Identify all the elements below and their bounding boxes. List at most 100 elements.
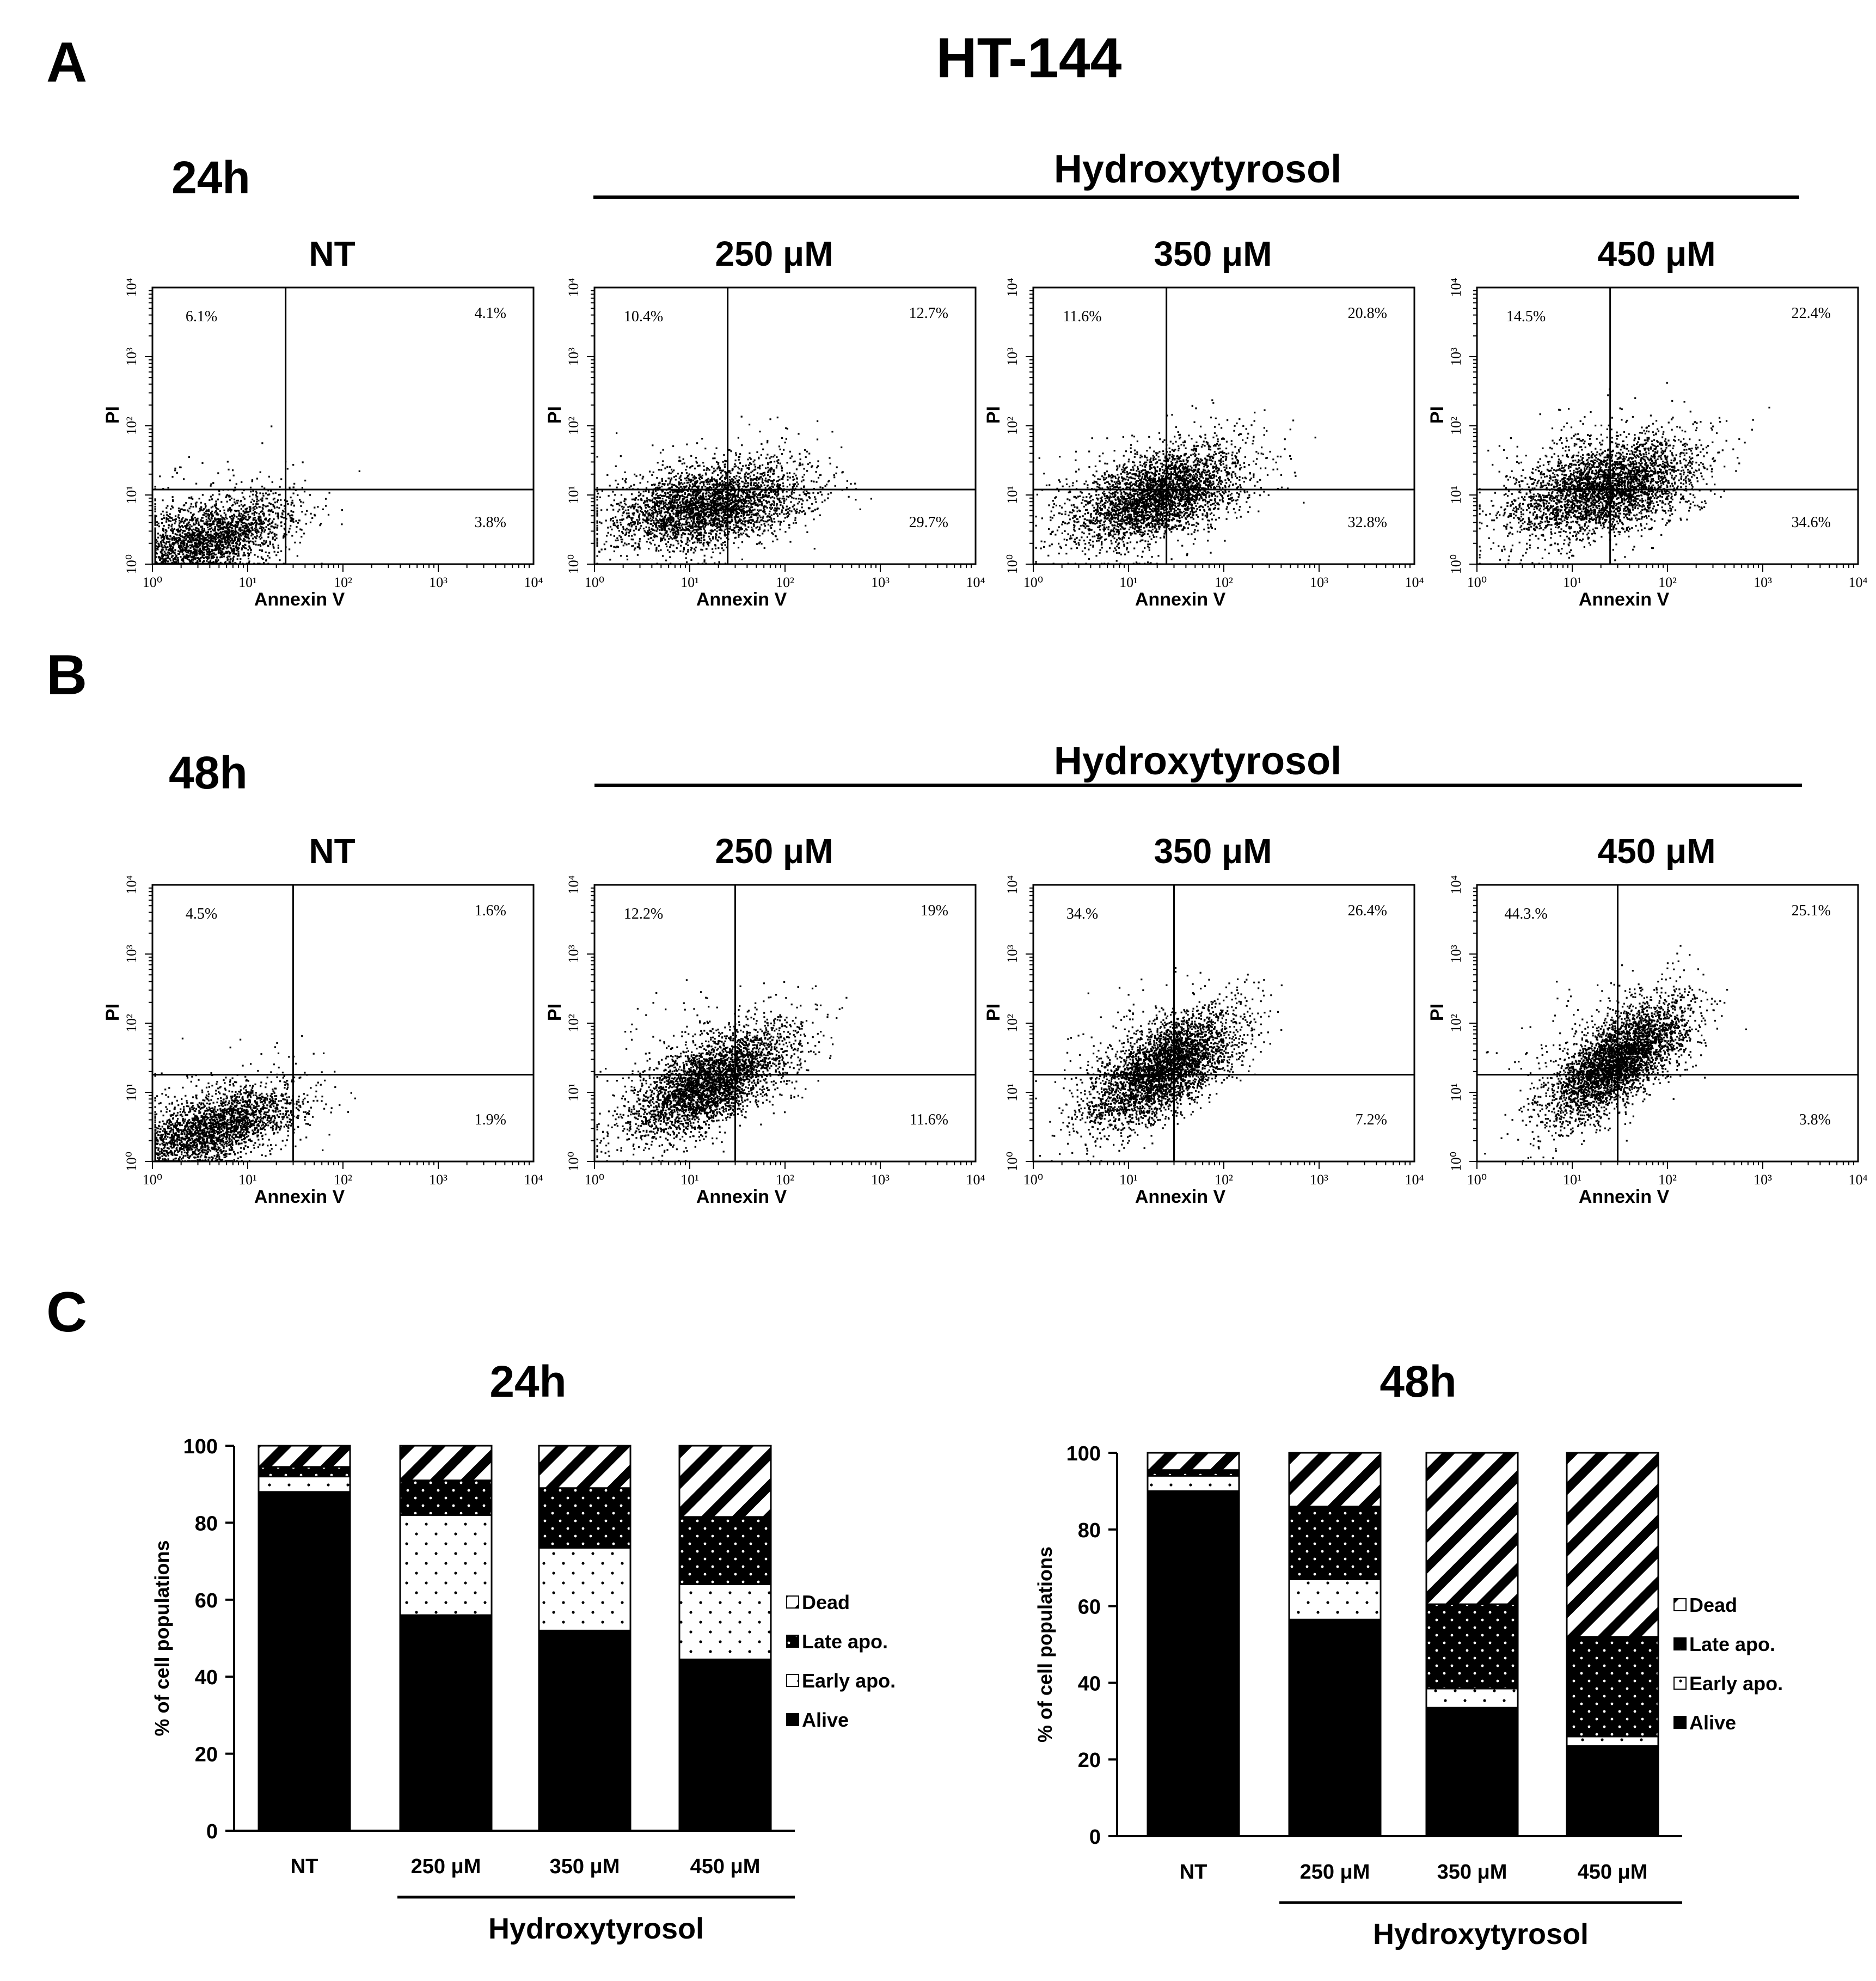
y-tick-label: 10² bbox=[1448, 417, 1464, 435]
legend-swatch bbox=[1673, 1637, 1687, 1650]
y-tick-label: 80 bbox=[1078, 1519, 1101, 1542]
bar-segment-late-apo bbox=[258, 1466, 351, 1478]
scatter-dots bbox=[154, 1035, 356, 1162]
y-tick-label: 10³ bbox=[566, 347, 581, 366]
x-tick-label: 10¹ bbox=[1563, 1172, 1581, 1188]
bar-segment-early-apo bbox=[258, 1476, 351, 1493]
y-tick-label: 10⁴ bbox=[124, 875, 139, 894]
legend-label: Late apo. bbox=[802, 1630, 888, 1653]
x-tick-label: 10⁴ bbox=[524, 1172, 543, 1188]
row-treatment-48h: Hydroxytyrosol bbox=[1054, 739, 1341, 783]
y-tick-label: 10³ bbox=[1004, 347, 1020, 366]
scatter-dots bbox=[1035, 967, 1283, 1162]
bar-segment-dead bbox=[1147, 1452, 1240, 1471]
x-axis-label: Annexin V bbox=[254, 1187, 345, 1207]
y-tick-label: 60 bbox=[195, 1589, 218, 1612]
x-tick-label: 10¹ bbox=[238, 574, 257, 590]
bar-segment-alive bbox=[1288, 1618, 1382, 1837]
y-axis-label: PI bbox=[544, 1004, 565, 1021]
quadrant-upper-left: 34.% bbox=[1066, 906, 1098, 922]
quadrant-lower-right: 3.8% bbox=[1799, 1111, 1831, 1128]
bar-segment-early-apo bbox=[678, 1583, 772, 1660]
legend-label: Late apo. bbox=[1689, 1633, 1775, 1655]
quadrant-upper-right: 19% bbox=[921, 902, 948, 919]
x-axis-label: Annexin V bbox=[696, 1187, 787, 1207]
y-tick-label: 10⁴ bbox=[1448, 875, 1464, 894]
flow-plot-24h-1: 10⁰ 10¹ 10² 10³ 10⁴ 10⁰ 10¹ 10² 10³ 10⁴ Annexin V P… bbox=[544, 234, 985, 610]
x-tick-label: 10² bbox=[1658, 1172, 1677, 1188]
x-tick-label: 10¹ bbox=[680, 1172, 699, 1188]
y-tick-label: 10⁰ bbox=[124, 1152, 139, 1171]
y-tick-label: 100 bbox=[1066, 1442, 1101, 1465]
x-tick-label: 10³ bbox=[1754, 1172, 1772, 1188]
x-tick-label: 10¹ bbox=[1563, 574, 1581, 590]
quadrant-upper-right: 4.1% bbox=[475, 305, 506, 322]
y-tick-label: 10⁴ bbox=[1004, 875, 1020, 894]
plot-title: 250 μM bbox=[715, 234, 833, 273]
x-tick-label: 10⁴ bbox=[1405, 574, 1424, 590]
x-tick-label: 10⁰ bbox=[1467, 574, 1487, 590]
y-tick-label: 100 bbox=[183, 1435, 218, 1458]
legend-swatch bbox=[1673, 1716, 1687, 1729]
y-axis-label: % of cell populations bbox=[1034, 1546, 1056, 1742]
x-tick-label: 10⁴ bbox=[1848, 1172, 1867, 1188]
bar-segment-dead bbox=[258, 1445, 351, 1468]
panel-label-b: B bbox=[46, 644, 87, 707]
legend-swatch bbox=[1673, 1598, 1687, 1611]
bar-segment-alive bbox=[1147, 1490, 1240, 1837]
y-tick-label: 10² bbox=[566, 1014, 581, 1032]
quadrant-upper-left: 12.2% bbox=[624, 906, 663, 922]
x-tick-label: 10⁴ bbox=[966, 1172, 985, 1188]
legend-swatch bbox=[1673, 1677, 1687, 1690]
y-tick-label: 10⁴ bbox=[124, 278, 139, 297]
y-tick-label: 10² bbox=[124, 1014, 139, 1032]
plot-title: 450 μM bbox=[1597, 234, 1715, 273]
quadrant-lower-right: 29.7% bbox=[909, 514, 948, 531]
x-tick-label: 10⁰ bbox=[585, 574, 604, 590]
x-tick-label: 10³ bbox=[1310, 574, 1328, 590]
x-axis-label: Annexin V bbox=[1579, 1187, 1670, 1207]
y-tick-label: 10⁴ bbox=[566, 875, 581, 894]
scatter-dots bbox=[1484, 945, 1747, 1162]
flow-plot-48h-3: 10⁰ 10¹ 10² 10³ 10⁴ 10⁰ 10¹ 10² 10³ 10⁴ Annexin V P… bbox=[1427, 831, 1868, 1207]
y-tick-label: 10¹ bbox=[1448, 486, 1464, 504]
bar-segment-early-apo bbox=[1425, 1687, 1519, 1709]
category-label: NT bbox=[1180, 1861, 1207, 1884]
y-tick-label: 10⁰ bbox=[566, 554, 581, 574]
x-axis-label: Annexin V bbox=[254, 589, 345, 610]
x-tick-label: 10⁴ bbox=[966, 574, 985, 590]
bar-segment-dead bbox=[1566, 1452, 1659, 1638]
bar-segment-late-apo bbox=[1566, 1636, 1659, 1738]
y-axis-label: % of cell populations bbox=[151, 1540, 173, 1736]
bar-segment-dead bbox=[678, 1445, 772, 1518]
x-axis-label: Annexin V bbox=[1579, 589, 1670, 610]
bar-segment-early-apo bbox=[1147, 1475, 1240, 1492]
legend-label: Dead bbox=[802, 1591, 850, 1613]
bar-segment-dead bbox=[538, 1445, 632, 1489]
y-tick-label: 10⁴ bbox=[1448, 278, 1464, 297]
x-tick-label: 10⁰ bbox=[143, 1172, 162, 1188]
quadrant-upper-right: 26.4% bbox=[1348, 902, 1387, 919]
y-tick-label: 10⁰ bbox=[124, 554, 139, 574]
bar-segment-late-apo bbox=[1147, 1469, 1240, 1477]
row-time-24h: 24h bbox=[171, 152, 250, 203]
row-time-48h: 48h bbox=[169, 747, 248, 798]
y-tick-label: 10⁴ bbox=[1004, 278, 1020, 297]
bar-segment-early-apo bbox=[1288, 1578, 1382, 1621]
legend-label: Alive bbox=[1689, 1711, 1736, 1734]
y-tick-label: 10² bbox=[566, 417, 581, 435]
quadrant-upper-right: 1.6% bbox=[475, 902, 506, 919]
y-tick-label: 10⁰ bbox=[566, 1152, 581, 1171]
flow-plot-48h-1: 10⁰ 10¹ 10² 10³ 10⁴ 10⁰ 10¹ 10² 10³ 10⁴ Annexin V P… bbox=[544, 831, 985, 1207]
bar-segment-dead bbox=[1425, 1452, 1519, 1605]
y-tick-label: 60 bbox=[1078, 1596, 1101, 1619]
flow-plot-48h-0: 10⁰ 10¹ 10² 10³ 10⁴ 10⁰ 10¹ 10² 10³ 10⁴ Annexin V P… bbox=[102, 831, 543, 1207]
y-tick-label: 40 bbox=[195, 1666, 218, 1689]
bar-segment-late-apo bbox=[678, 1516, 772, 1586]
bar-segment-alive bbox=[678, 1658, 772, 1832]
treatment-label: Hydroxytyrosol bbox=[1373, 1918, 1589, 1951]
plot-title: NT bbox=[309, 234, 355, 273]
scatter-dots bbox=[154, 425, 360, 565]
y-tick-label: 10¹ bbox=[566, 1083, 581, 1102]
y-tick-label: 10¹ bbox=[1004, 1083, 1020, 1102]
